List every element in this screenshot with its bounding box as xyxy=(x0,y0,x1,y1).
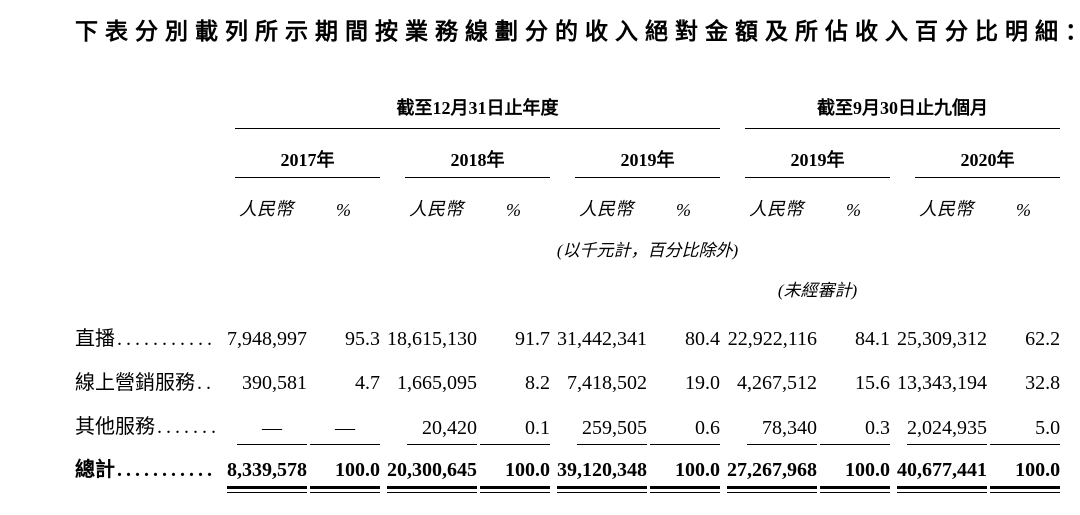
value-cell: 8.2 xyxy=(525,372,550,394)
value-cell: 7,418,502 xyxy=(567,372,647,394)
value-cell: 95.3 xyxy=(345,328,380,350)
currency-header: 人民幣 xyxy=(749,199,803,219)
total-cell: 100.0 xyxy=(817,447,890,500)
value-cell: 0.1 xyxy=(477,403,550,447)
value-cell: 5.0 xyxy=(987,403,1061,447)
table-row-live-streaming: 直播......................................… xyxy=(75,309,1060,359)
table-row-other-services: 其他服務....................................… xyxy=(75,403,1061,447)
revenue-by-business-line-table: 截至12月31日止年度 截至9月30日止九個月 2017年 2018年 2019… xyxy=(75,92,1061,500)
unaudited-note-row: (未經審計) xyxy=(75,269,1060,309)
total-cell: 100.0 xyxy=(647,447,720,500)
value-cell: 15.6 xyxy=(855,372,890,394)
units-note: (以千元計，百分比除外) xyxy=(556,241,739,260)
value-cell: 78,340 xyxy=(745,403,817,447)
value-cell: 25,309,312 xyxy=(897,328,987,350)
value-cell: 390,581 xyxy=(242,372,307,394)
dot-leader: ........................................… xyxy=(117,459,215,481)
value-cell: 259,505 xyxy=(575,403,647,447)
value-cell: 7,948,997 xyxy=(227,328,307,350)
value-cell: 0.6 xyxy=(647,403,720,447)
total-cell: 100.0 xyxy=(477,447,550,500)
table-row-online-marketing: 線上營銷服務..................................… xyxy=(75,359,1060,403)
currency-header: 人民幣 xyxy=(239,199,293,219)
unaudited-note: (未經審計) xyxy=(777,281,858,300)
total-cell: 20,300,645 xyxy=(387,447,477,500)
unit-header-row: 人民幣 % 人民幣 % 人民幣 % 人民幣 % 人民幣 % xyxy=(75,177,1060,229)
year-header-row: 2017年 2018年 2019年 2019年 2020年 xyxy=(75,128,1061,178)
group-header-year-ended: 截至12月31日止年度 xyxy=(235,92,720,129)
total-cell: 8,339,578 xyxy=(227,447,307,500)
value-cell: 22,922,116 xyxy=(727,328,817,350)
value-cell: 62.2 xyxy=(1025,328,1061,350)
currency-header: 人民幣 xyxy=(919,199,973,219)
value-cell: 80.4 xyxy=(685,328,720,350)
row-label-total: 總計......................................… xyxy=(75,459,215,481)
total-cell: 27,267,968 xyxy=(727,447,817,500)
value-cell: — xyxy=(235,403,307,447)
percent-header: % xyxy=(1016,200,1032,220)
dot-leader: ........................................… xyxy=(157,416,215,438)
units-note-row: (以千元計，百分比除外) xyxy=(75,229,1060,269)
percent-header: % xyxy=(676,200,691,220)
total-cell: 39,120,348 xyxy=(557,447,647,500)
value-cell: 91.7 xyxy=(515,328,550,350)
currency-header: 人民幣 xyxy=(409,199,463,219)
total-cell: 40,677,441 xyxy=(897,447,987,500)
document-page: 下表分別載列所示期間按業務線劃分的收入絕對金額及所佔收入百分比明細： 截至12月… xyxy=(75,19,1080,500)
value-cell: 32.8 xyxy=(1025,372,1061,394)
year-header-2019-9m: 2019年 xyxy=(745,128,890,178)
value-cell: 84.1 xyxy=(855,328,890,350)
percent-header: % xyxy=(506,200,521,220)
row-label: 其他服務....................................… xyxy=(75,403,235,447)
row-label: 直播......................................… xyxy=(75,328,215,350)
dot-leader: ........................................… xyxy=(197,372,215,394)
value-cell: 0.3 xyxy=(817,403,890,447)
year-header-2017: 2017年 xyxy=(235,128,380,178)
value-cell: 19.0 xyxy=(685,372,720,394)
row-label: 線上營銷服務..................................… xyxy=(75,372,215,394)
value-cell: — xyxy=(307,403,380,447)
page-title: 下表分別載列所示期間按業務線劃分的收入絕對金額及所佔收入百分比明細： xyxy=(75,19,1080,44)
value-cell: 1,665,095 xyxy=(397,372,477,394)
year-header-2020-9m: 2020年 xyxy=(915,128,1061,178)
value-cell: 31,442,341 xyxy=(557,328,647,350)
value-cell: 4,267,512 xyxy=(737,372,817,394)
year-header-2019: 2019年 xyxy=(575,128,720,178)
value-cell: 18,615,130 xyxy=(387,328,477,350)
percent-header: % xyxy=(336,200,351,220)
period-group-header-row: 截至12月31日止年度 截至9月30日止九個月 xyxy=(75,92,1061,129)
value-cell: 20,420 xyxy=(405,403,477,447)
value-cell: 13,343,194 xyxy=(897,372,987,394)
percent-header: % xyxy=(846,200,861,220)
value-cell: 4.7 xyxy=(355,372,380,394)
table-row-total: 總計......................................… xyxy=(75,447,1061,500)
value-cell: 2,024,935 xyxy=(907,403,987,447)
year-header-2018: 2018年 xyxy=(405,128,550,178)
dot-leader: ........................................… xyxy=(117,328,215,350)
total-cell: 100.0 xyxy=(307,447,380,500)
total-cell: 100.0 xyxy=(987,447,1061,500)
group-header-nine-months: 截至9月30日止九個月 xyxy=(745,92,1061,129)
currency-header: 人民幣 xyxy=(579,199,633,219)
